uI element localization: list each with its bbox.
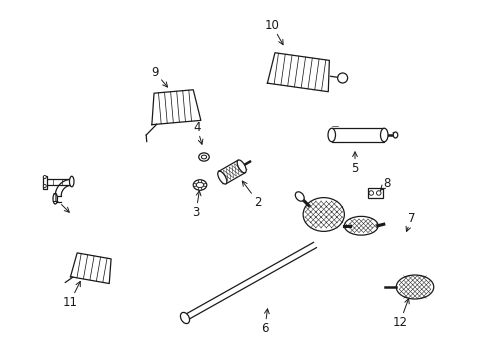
Ellipse shape bbox=[217, 171, 226, 184]
Text: 8: 8 bbox=[380, 176, 390, 190]
Ellipse shape bbox=[196, 183, 203, 188]
Circle shape bbox=[203, 184, 206, 186]
Circle shape bbox=[337, 73, 347, 83]
Ellipse shape bbox=[198, 153, 209, 161]
Text: 11: 11 bbox=[62, 282, 80, 309]
Ellipse shape bbox=[237, 160, 246, 173]
Circle shape bbox=[198, 180, 201, 183]
Ellipse shape bbox=[180, 312, 189, 324]
Polygon shape bbox=[152, 90, 201, 125]
Ellipse shape bbox=[201, 155, 206, 159]
Text: 10: 10 bbox=[264, 18, 283, 45]
Ellipse shape bbox=[193, 180, 206, 190]
Polygon shape bbox=[267, 53, 329, 92]
Text: 2: 2 bbox=[242, 181, 261, 208]
Circle shape bbox=[43, 176, 46, 179]
Bar bbox=[331, 128, 384, 142]
Text: 12: 12 bbox=[392, 299, 408, 328]
Text: 3: 3 bbox=[192, 191, 201, 219]
Ellipse shape bbox=[380, 128, 387, 142]
Circle shape bbox=[376, 191, 380, 195]
Circle shape bbox=[43, 185, 46, 188]
Text: 7: 7 bbox=[405, 212, 415, 231]
Text: 1: 1 bbox=[51, 192, 69, 212]
Bar bbox=[367, 188, 382, 198]
Text: 9: 9 bbox=[151, 66, 167, 87]
Polygon shape bbox=[218, 160, 245, 184]
Circle shape bbox=[198, 187, 201, 190]
Ellipse shape bbox=[344, 216, 377, 235]
Text: 6: 6 bbox=[261, 309, 269, 334]
Ellipse shape bbox=[395, 275, 433, 299]
Ellipse shape bbox=[69, 176, 74, 187]
Polygon shape bbox=[70, 253, 111, 284]
Circle shape bbox=[193, 184, 196, 186]
Text: 4: 4 bbox=[193, 121, 203, 144]
Ellipse shape bbox=[303, 198, 344, 231]
Bar bbox=[42, 176, 47, 189]
Ellipse shape bbox=[53, 194, 58, 204]
Ellipse shape bbox=[327, 128, 335, 142]
Ellipse shape bbox=[295, 192, 304, 201]
Text: 5: 5 bbox=[350, 152, 358, 175]
Ellipse shape bbox=[392, 132, 397, 138]
Circle shape bbox=[368, 191, 373, 195]
